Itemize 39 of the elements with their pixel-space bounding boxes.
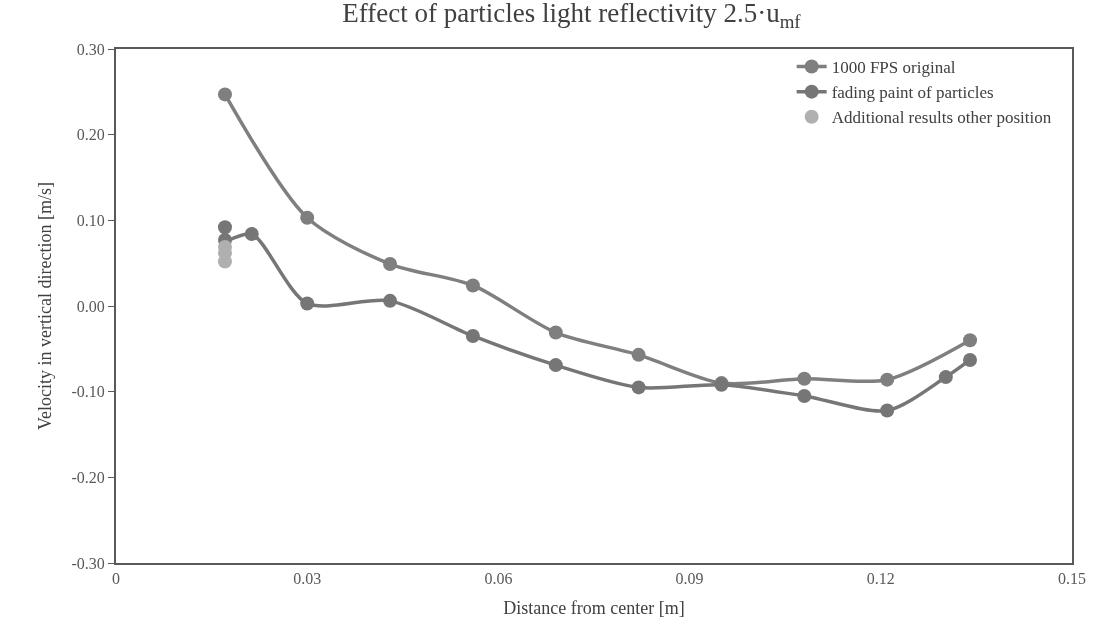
x-tick-label: 0.15	[1058, 570, 1086, 588]
x-tick-label: 0.09	[675, 570, 704, 588]
legend-label: 1000 FPS original	[831, 58, 956, 78]
point	[383, 257, 398, 272]
point	[548, 358, 563, 373]
legend-label: fading paint of particles	[831, 83, 994, 103]
x-tick-label: 0.03	[293, 570, 322, 588]
point	[880, 372, 895, 387]
y-tick-label: -0.30	[71, 554, 105, 572]
point	[465, 278, 480, 293]
y-tick-label: 0.20	[76, 126, 105, 144]
point	[548, 325, 563, 340]
x-tick-label: 0	[112, 570, 120, 588]
y-tick-label: 0.00	[76, 297, 105, 315]
point	[797, 388, 812, 403]
point	[938, 370, 953, 385]
x-axis-title: Distance from center [m]	[503, 597, 685, 618]
point	[963, 352, 978, 367]
point	[217, 87, 232, 102]
chart-title: Effect of particles light reflectivity 2.5·u$_{mf}$	[342, 0, 802, 32]
y-tick-label: -0.20	[71, 468, 105, 486]
y-tick-label: 0.10	[76, 211, 105, 229]
point	[465, 328, 480, 343]
point	[244, 227, 259, 242]
y-tick-label: -0.10	[71, 383, 105, 401]
point	[383, 293, 398, 308]
point	[300, 210, 315, 225]
x-tick-label: 0.12	[866, 570, 895, 588]
point	[880, 403, 895, 418]
x-tick-label: 0.06	[484, 570, 513, 588]
point	[217, 220, 232, 235]
y-axis-title: Velocity in vertical direction [m/s]	[35, 182, 56, 430]
y-tick-label: 0.30	[76, 40, 105, 58]
point	[963, 333, 978, 348]
point	[300, 296, 315, 311]
legend-label: Additional results other position	[831, 108, 1052, 128]
point	[797, 371, 812, 386]
point	[631, 347, 646, 362]
point	[631, 380, 646, 395]
